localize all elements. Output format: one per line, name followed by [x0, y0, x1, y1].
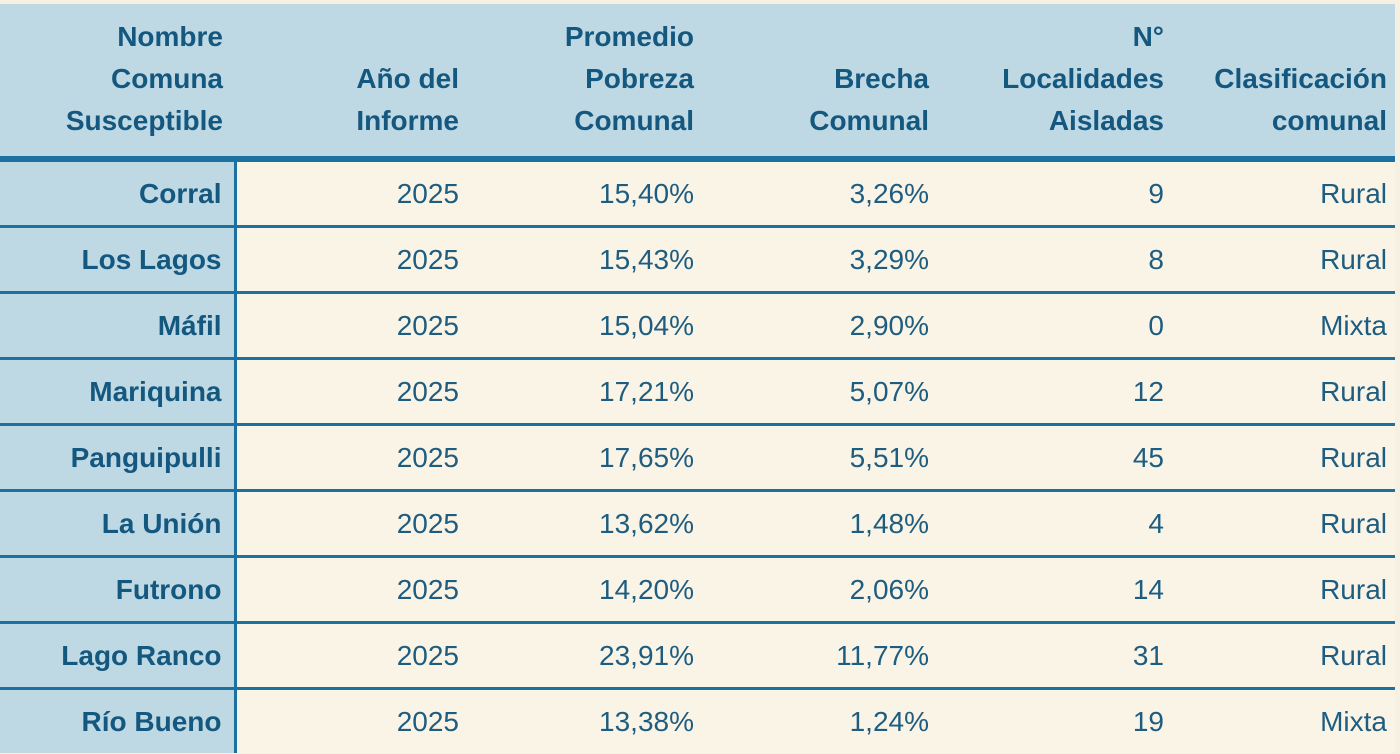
column-header-year: Año del Informe: [235, 4, 475, 159]
table-row: Panguipulli 2025 17,65% 5,51% 45 Rural: [0, 424, 1395, 491]
cell-name: Corral: [0, 159, 237, 227]
cell-year: 2025: [235, 159, 475, 227]
table-body: Corral 2025 15,40% 3,26% 9 Rural Los Lagos 2025…: [0, 159, 1395, 753]
cell-localities: 19: [945, 688, 1180, 753]
cell-localities: 31: [945, 622, 1180, 689]
table-row: Mariquina 2025 17,21% 5,07% 12 Rural: [0, 358, 1395, 425]
cell-year: 2025: [235, 622, 475, 689]
cell-year: 2025: [235, 490, 475, 557]
header-row: Nombre Comuna Susceptible Año del Informe Pro…: [0, 4, 1395, 159]
cell-gap: 1,24%: [710, 688, 945, 753]
cell-poverty: 15,43%: [475, 226, 710, 293]
cell-poverty: 14,20%: [475, 556, 710, 623]
column-header-line: Aisladas: [1048, 105, 1164, 136]
table-row: Corral 2025 15,40% 3,26% 9 Rural: [0, 159, 1395, 227]
column-header-line: Comunal: [574, 105, 694, 136]
cell-gap: 3,26%: [710, 159, 945, 227]
cell-year: 2025: [235, 688, 475, 753]
table-header: Nombre Comuna Susceptible Año del Informe Pro…: [0, 4, 1395, 159]
cell-localities: 14: [945, 556, 1180, 623]
cell-localities: 9: [945, 159, 1180, 227]
column-header-gap: Brecha Comunal: [710, 4, 945, 159]
table-row: Río Bueno 2025 13,38% 1,24% 19 Mixta: [0, 688, 1395, 753]
table-row: Los Lagos 2025 15,43% 3,29% 8 Rural: [0, 226, 1395, 293]
table-row: La Unión 2025 13,62% 1,48% 4 Rural: [0, 490, 1395, 557]
comunas-table-container: Nombre Comuna Susceptible Año del Informe Pro…: [0, 4, 1395, 753]
cell-gap: 5,07%: [710, 358, 945, 425]
cell-classification: Rural: [1180, 490, 1395, 557]
column-header-line: Localidades: [1002, 63, 1164, 94]
column-header-line: Comuna: [111, 63, 223, 94]
column-header-line: Pobreza: [585, 63, 694, 94]
cell-gap: 5,51%: [710, 424, 945, 491]
cell-gap: 1,48%: [710, 490, 945, 557]
cell-poverty: 17,21%: [475, 358, 710, 425]
cell-name: La Unión: [0, 490, 237, 557]
column-header-line: comunal: [1271, 105, 1387, 136]
cell-localities: 0: [945, 292, 1180, 359]
column-header-classification: Clasificación comunal: [1180, 4, 1395, 159]
cell-gap: 2,06%: [710, 556, 945, 623]
cell-classification: Rural: [1180, 556, 1395, 623]
column-header-line: N°: [1132, 21, 1164, 52]
column-header-poverty: Promedio Pobreza Comunal: [475, 4, 710, 159]
column-header-localities: N° Localidades Aisladas: [945, 4, 1180, 159]
cell-poverty: 15,04%: [475, 292, 710, 359]
cell-classification: Rural: [1180, 622, 1395, 689]
column-header-line: Nombre: [117, 21, 223, 52]
cell-year: 2025: [235, 358, 475, 425]
table-row: Lago Ranco 2025 23,91% 11,77% 31 Rural: [0, 622, 1395, 689]
cell-poverty: 23,91%: [475, 622, 710, 689]
cell-name: Río Bueno: [0, 688, 237, 753]
cell-poverty: 15,40%: [475, 159, 710, 227]
cell-name: Panguipulli: [0, 424, 237, 491]
column-header-line: Informe: [356, 105, 459, 136]
cell-poverty: 13,38%: [475, 688, 710, 753]
cell-localities: 8: [945, 226, 1180, 293]
column-header-name: Nombre Comuna Susceptible: [0, 4, 235, 159]
column-header-line: Año del: [356, 63, 459, 94]
cell-localities: 45: [945, 424, 1180, 491]
cell-name: Máfil: [0, 292, 237, 359]
cell-year: 2025: [235, 424, 475, 491]
cell-classification: Mixta: [1180, 688, 1395, 753]
column-header-line: Brecha: [834, 63, 929, 94]
cell-classification: Rural: [1180, 358, 1395, 425]
cell-localities: 4: [945, 490, 1180, 557]
cell-year: 2025: [235, 226, 475, 293]
cell-classification: Rural: [1180, 159, 1395, 227]
cell-gap: 2,90%: [710, 292, 945, 359]
column-header-line: Clasificación: [1214, 63, 1387, 94]
cell-name: Mariquina: [0, 358, 237, 425]
column-header-line: Susceptible: [65, 105, 223, 136]
cell-name: Futrono: [0, 556, 237, 623]
cell-classification: Rural: [1180, 226, 1395, 293]
cell-name: Los Lagos: [0, 226, 237, 293]
cell-gap: 3,29%: [710, 226, 945, 293]
cell-classification: Rural: [1180, 424, 1395, 491]
cell-classification: Mixta: [1180, 292, 1395, 359]
cell-year: 2025: [235, 556, 475, 623]
cell-localities: 12: [945, 358, 1180, 425]
column-header-line: Promedio: [564, 21, 694, 52]
comunas-table: Nombre Comuna Susceptible Año del Informe Pro…: [0, 4, 1395, 753]
table-row: Futrono 2025 14,20% 2,06% 14 Rural: [0, 556, 1395, 623]
cell-gap: 11,77%: [710, 622, 945, 689]
column-header-line: Comunal: [809, 105, 929, 136]
cell-year: 2025: [235, 292, 475, 359]
cell-name: Lago Ranco: [0, 622, 237, 689]
cell-poverty: 17,65%: [475, 424, 710, 491]
cell-poverty: 13,62%: [475, 490, 710, 557]
table-row: Máfil 2025 15,04% 2,90% 0 Mixta: [0, 292, 1395, 359]
